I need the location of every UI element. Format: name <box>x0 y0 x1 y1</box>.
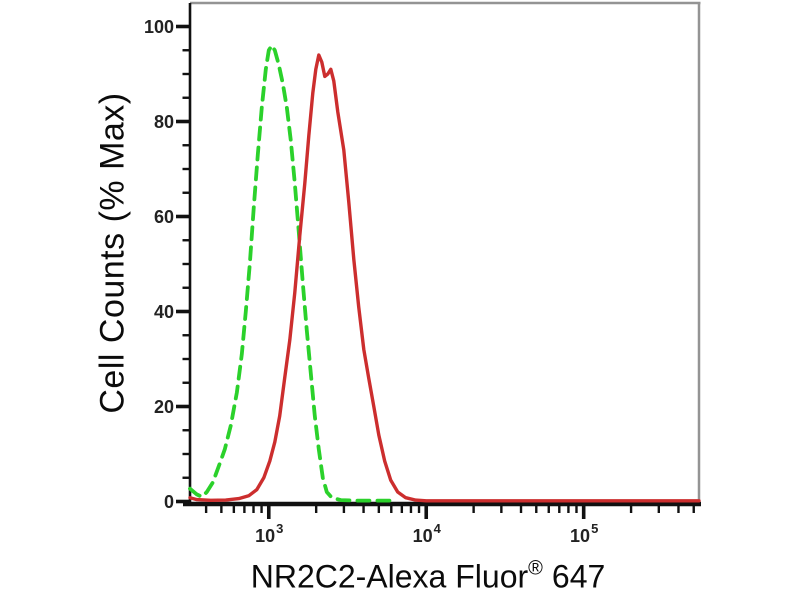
series-green-dashed <box>188 43 396 503</box>
x-axis-title-text: NR2C2-Alexa Fluor <box>250 558 529 595</box>
y-tick-label: 80 <box>153 111 174 132</box>
y-tick-label: 60 <box>153 206 174 227</box>
series-red-solid <box>188 53 701 503</box>
x-tick-base: 10 <box>255 526 276 546</box>
x-tick-base: 10 <box>570 526 591 546</box>
x-axis-title-number: 647 <box>551 558 606 595</box>
y-tick-label: 100 <box>143 16 174 37</box>
y-tick-label: 40 <box>153 301 174 322</box>
x-tick-label: 103 <box>239 521 299 546</box>
x-tick-base: 10 <box>412 526 433 546</box>
y-tick-label: 20 <box>153 396 174 417</box>
y-tick-label: 0 <box>163 491 174 512</box>
x-tick-exponent: 4 <box>433 521 441 536</box>
x-tick-label: 104 <box>396 521 456 546</box>
x-tick-label: 105 <box>554 521 614 546</box>
x-tick-exponent: 3 <box>276 521 284 536</box>
registered-trademark-icon: ® <box>528 557 543 580</box>
y-axis-title: Cell Counts (% Max) <box>93 92 132 414</box>
x-tick-exponent: 5 <box>591 521 599 536</box>
x-axis-title: NR2C2-Alexa Fluor® 647 <box>250 557 606 596</box>
